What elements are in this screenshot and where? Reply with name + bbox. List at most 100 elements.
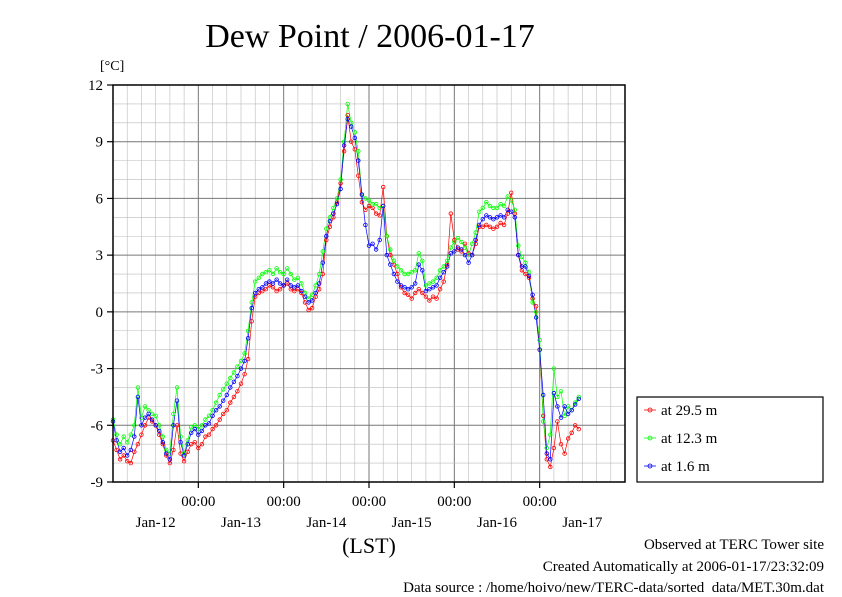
data-point bbox=[395, 264, 400, 269]
data-point bbox=[541, 413, 546, 418]
data-point bbox=[299, 288, 304, 294]
data-point bbox=[480, 216, 485, 222]
data-point bbox=[466, 251, 471, 256]
data-point bbox=[327, 218, 333, 224]
data-point bbox=[228, 375, 233, 381]
x-date-label: Jan-15 bbox=[392, 515, 432, 531]
data-point bbox=[523, 271, 528, 277]
data-point bbox=[459, 247, 464, 252]
data-point bbox=[171, 447, 176, 453]
data-point bbox=[533, 315, 539, 320]
data-point bbox=[164, 453, 169, 458]
data-point bbox=[402, 285, 407, 290]
data-point bbox=[224, 392, 229, 398]
data-point bbox=[185, 442, 190, 447]
data-point bbox=[156, 428, 162, 434]
data-point bbox=[309, 292, 315, 297]
data-point bbox=[555, 419, 560, 424]
data-point bbox=[487, 224, 493, 229]
data-point bbox=[299, 281, 304, 286]
data-point bbox=[181, 453, 187, 458]
data-point bbox=[245, 356, 251, 362]
data-point bbox=[309, 305, 315, 311]
data-point bbox=[462, 245, 468, 250]
data-point bbox=[430, 285, 436, 290]
data-point bbox=[174, 398, 180, 403]
data-point bbox=[484, 199, 489, 205]
data-point bbox=[224, 408, 229, 413]
data-point bbox=[434, 296, 439, 301]
data-point bbox=[281, 271, 286, 277]
data-point bbox=[526, 273, 532, 279]
data-point bbox=[455, 245, 461, 250]
data-point bbox=[548, 432, 553, 437]
data-point bbox=[242, 351, 247, 356]
data-point bbox=[366, 198, 372, 203]
data-point bbox=[249, 305, 254, 311]
data-point bbox=[235, 364, 240, 369]
x-date-label: Jan-17 bbox=[562, 515, 602, 531]
data-point bbox=[452, 239, 457, 245]
data-point bbox=[313, 283, 318, 288]
data-point bbox=[558, 389, 564, 394]
data-point bbox=[413, 268, 418, 273]
legend: at 29.5 m at 12.3 m at 1.6 m bbox=[636, 396, 824, 483]
data-point bbox=[263, 281, 269, 286]
data-point bbox=[149, 419, 155, 424]
data-point bbox=[213, 408, 219, 413]
data-point bbox=[533, 309, 539, 315]
data-point bbox=[537, 347, 542, 352]
data-point bbox=[220, 398, 226, 403]
data-point bbox=[427, 281, 432, 286]
data-point bbox=[331, 211, 336, 216]
data-point bbox=[437, 268, 443, 273]
data-point bbox=[420, 290, 425, 296]
data-point bbox=[324, 233, 329, 239]
y-tick-label: 6 bbox=[96, 191, 104, 207]
data-point bbox=[420, 268, 425, 273]
data-point bbox=[448, 245, 453, 250]
data-point bbox=[494, 205, 500, 211]
data-point bbox=[459, 249, 464, 254]
data-point bbox=[473, 230, 478, 235]
data-point bbox=[573, 400, 578, 405]
data-point bbox=[452, 249, 457, 254]
data-point bbox=[480, 205, 485, 211]
data-point bbox=[245, 336, 251, 341]
data-point bbox=[551, 390, 557, 396]
data-point bbox=[121, 434, 126, 439]
data-point bbox=[377, 213, 382, 218]
data-point bbox=[388, 247, 393, 252]
data-point bbox=[345, 101, 350, 107]
footer-observed-site: Observed at TERC Tower site bbox=[643, 537, 824, 553]
data-point bbox=[146, 411, 151, 417]
series-line-2 bbox=[112, 117, 580, 461]
data-point bbox=[181, 459, 187, 464]
data-point bbox=[441, 270, 446, 275]
data-point bbox=[124, 453, 130, 458]
data-point bbox=[509, 209, 514, 214]
data-point bbox=[203, 417, 208, 422]
data-point bbox=[544, 445, 549, 451]
legend-marker bbox=[647, 435, 653, 441]
data-point bbox=[349, 139, 354, 144]
data-point bbox=[256, 287, 261, 292]
data-point bbox=[249, 319, 254, 324]
data-point bbox=[423, 288, 429, 294]
data-point bbox=[132, 449, 137, 454]
data-point bbox=[231, 379, 237, 384]
data-point bbox=[124, 459, 130, 464]
x-time-label: 00:00 bbox=[437, 494, 471, 510]
data-point bbox=[210, 413, 215, 418]
data-point bbox=[384, 233, 389, 239]
data-point bbox=[526, 275, 532, 280]
data-point bbox=[452, 237, 457, 243]
data-point bbox=[252, 279, 258, 284]
data-point bbox=[135, 442, 141, 447]
data-point bbox=[469, 241, 475, 246]
data-point bbox=[252, 290, 258, 296]
data-point bbox=[501, 215, 507, 220]
data-point bbox=[576, 426, 581, 432]
data-point bbox=[384, 252, 389, 258]
data-point bbox=[498, 220, 503, 226]
